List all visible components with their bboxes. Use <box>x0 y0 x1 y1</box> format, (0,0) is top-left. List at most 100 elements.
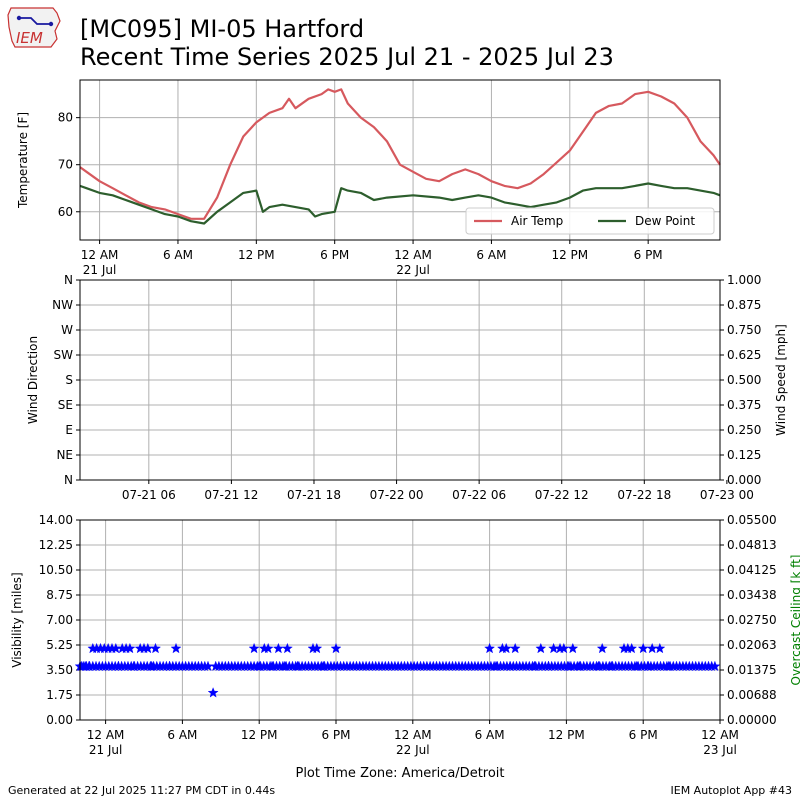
visibility-marker <box>330 642 342 654</box>
wind-direction-axis-label: Wind Direction <box>26 336 40 424</box>
wind-direction-tick-label: NW <box>52 298 73 312</box>
visibility-marker <box>592 660 604 672</box>
temp-x-tick-label: 12 AM <box>81 248 119 262</box>
visibility-marker <box>292 660 304 672</box>
wind-x-tick-label: 07-23 00 <box>700 488 754 502</box>
visibility-marker <box>654 642 666 654</box>
wind-direction-tick-label: NE <box>56 448 73 462</box>
vis-x-tick-label: 12 AM <box>701 728 739 742</box>
wind-direction-tick-label: SW <box>54 348 74 362</box>
wind-direction-tick-label: SE <box>58 398 73 412</box>
wind-x-tick-label: 07-22 18 <box>617 488 671 502</box>
chart-title: [MC095] MI-05 Hartford <box>80 15 365 43</box>
visibility-tick-label: 0.00 <box>46 713 73 727</box>
time-zone-label: Plot Time Zone: America/Detroit <box>295 766 504 781</box>
ceiling-tick-label: 0.03438 <box>727 588 777 602</box>
wind-direction-tick-label: N <box>64 273 73 287</box>
visibility-marker <box>663 660 675 672</box>
temp-y-axis-label: Temperature [F] <box>16 112 30 209</box>
vis-plot-frame <box>79 519 721 721</box>
visibility-marker <box>150 642 162 654</box>
wind-speed-tick-label: 0.375 <box>727 398 761 412</box>
visibility-marker <box>128 660 140 672</box>
vis-x-tick-label: 6 PM <box>629 728 658 742</box>
visibility-marker <box>279 660 291 672</box>
visibility-marker <box>528 660 540 672</box>
wind-speed-tick-label: 0.625 <box>727 348 761 362</box>
temp-plot-frame <box>79 79 721 241</box>
visibility-marker <box>262 642 274 654</box>
chart-subtitle: Recent Time Series 2025 Jul 21 - 2025 Ju… <box>80 43 614 71</box>
visibility-axis-label: Visibility [miles] <box>10 572 24 667</box>
vis-x-tick-label: 6 PM <box>321 728 350 742</box>
temp-x-tick-label: 6 AM <box>476 248 506 262</box>
visibility-marker <box>509 642 521 654</box>
visibility-marker <box>563 660 575 672</box>
wind-plot-frame <box>79 279 721 481</box>
visibility-tick-label: 14.00 <box>39 513 73 527</box>
visibility-marker <box>542 660 554 672</box>
visibility-marker <box>83 660 95 672</box>
ceiling-tick-label: 0.00000 <box>727 713 777 727</box>
ceiling-tick-label: 0.02750 <box>727 613 777 627</box>
wind-speed-axis-label: Wind Speed [mph] <box>774 324 788 436</box>
wind-x-tick-label: 07-22 00 <box>370 488 424 502</box>
wind-x-tick-label: 07-21 06 <box>122 488 176 502</box>
visibility-marker <box>484 642 496 654</box>
visibility-tick-label: 3.50 <box>46 663 73 677</box>
wind-direction-tick-label: W <box>61 323 73 337</box>
vis-x-tick-label: 12 AM <box>394 728 432 742</box>
vis-x-tick-label: 12 AM <box>87 728 125 742</box>
iem-logo: IEM <box>7 7 61 48</box>
vis-x-tick-label: 12 PM <box>241 728 278 742</box>
legend-dew-point-label: Dew Point <box>635 214 695 228</box>
visibility-marker <box>112 660 124 672</box>
wind-direction-tick-label: S <box>65 373 73 387</box>
wind-x-tick-label: 07-21 18 <box>287 488 341 502</box>
visibility-marker <box>253 660 265 672</box>
visibility-tick-label: 7.00 <box>46 613 73 627</box>
visibility-marker <box>504 660 516 672</box>
wind-speed-tick-label: 1.000 <box>727 273 761 287</box>
temp-x-tick-label: 12 PM <box>551 248 588 262</box>
visibility-marker <box>266 660 278 672</box>
wind-speed-tick-label: 0.500 <box>727 373 761 387</box>
visibility-marker <box>164 660 176 672</box>
ceiling-tick-label: 0.01375 <box>727 663 777 677</box>
visibility-tick-label: 8.75 <box>46 588 73 602</box>
ceiling-tick-label: 0.04125 <box>727 563 777 577</box>
visibility-marker <box>567 642 579 654</box>
visibility-marker <box>146 660 158 672</box>
temp-x-tick-date: 21 Jul <box>83 263 117 277</box>
wind-speed-tick-label: 0.250 <box>727 423 761 437</box>
visibility-marker <box>124 642 136 654</box>
ceiling-tick-label: 0.02063 <box>727 638 777 652</box>
app-id: IEM Autoplot App #43 <box>670 784 793 797</box>
vis-x-tick-label: 6 AM <box>167 728 197 742</box>
visibility-marker <box>642 660 654 672</box>
temp-x-tick-label: 6 PM <box>320 248 349 262</box>
air-temp-line <box>79 88 721 220</box>
generated-note: Generated at 22 Jul 2025 11:27 PM CDT in… <box>8 784 276 797</box>
vis-x-tick-label: 12 PM <box>548 728 585 742</box>
ceiling-axis-label: Overcast Ceiling [k ft] <box>789 555 800 686</box>
visibility-marker <box>535 642 547 654</box>
visibility-marker <box>605 660 617 672</box>
temp-x-tick-label: 6 PM <box>634 248 663 262</box>
visibility-tick-label: 5.25 <box>46 638 73 652</box>
vis-x-tick-label: 6 AM <box>475 728 505 742</box>
wind-direction-tick-label: N <box>64 473 73 487</box>
visibility-marker <box>207 687 219 698</box>
visibility-tick-label: 12.25 <box>39 538 73 552</box>
visibility-marker <box>631 660 643 672</box>
visibility-marker <box>596 642 608 654</box>
visibility-tick-label: 1.75 <box>46 688 73 702</box>
temp-legend <box>465 207 715 235</box>
wind-x-tick-label: 07-22 12 <box>535 488 589 502</box>
visibility-marker <box>709 660 721 672</box>
visibility-marker <box>248 642 260 654</box>
temp-y-tick-label: 70 <box>58 158 73 172</box>
wind-speed-tick-label: 0.125 <box>727 448 761 462</box>
ceiling-tick-label: 0.05500 <box>727 513 777 527</box>
